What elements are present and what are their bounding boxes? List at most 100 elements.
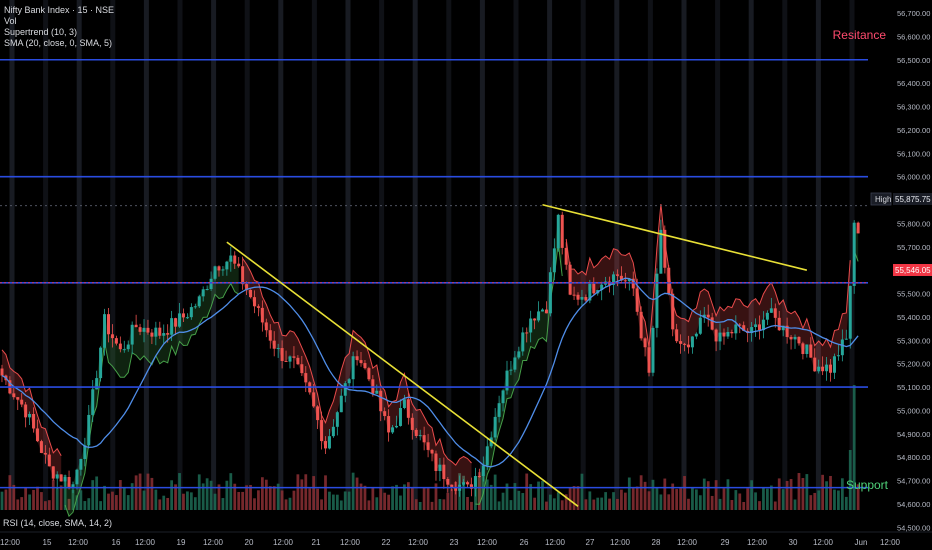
- candle-body: [710, 317, 714, 330]
- supertrend-indicator-label[interactable]: Supertrend (10, 3): [4, 27, 78, 37]
- candle-body: [813, 357, 817, 372]
- volume-bar: [316, 488, 319, 510]
- candle-body: [158, 327, 162, 336]
- candle-body: [714, 329, 718, 342]
- candle-body: [320, 420, 324, 442]
- candle-body: [769, 308, 773, 313]
- y-tick-label: 56,300.00: [897, 103, 930, 112]
- symbol-title[interactable]: Nifty Bank Index · 15 · NSE: [4, 5, 115, 15]
- candle-body: [844, 338, 848, 340]
- candle-body: [379, 390, 383, 412]
- candle-body: [580, 297, 584, 300]
- supertrend-bull-zone: [65, 255, 239, 517]
- candle-body: [805, 344, 809, 354]
- y-tick-label: 54,900.00: [897, 430, 930, 439]
- volume-bar: [620, 489, 623, 510]
- volume-bar: [197, 474, 201, 510]
- candle-body: [292, 356, 296, 358]
- trendline: [542, 203, 808, 271]
- volume-bar: [647, 491, 651, 510]
- x-tick-label: 12:00: [135, 538, 156, 547]
- volume-bar: [91, 480, 95, 510]
- volume-bar: [221, 498, 225, 510]
- candle-body: [438, 464, 442, 471]
- volume-bar: [726, 479, 730, 510]
- volume-bar: [387, 494, 391, 510]
- volume-bar: [253, 498, 256, 510]
- supertrend-line: [565, 204, 851, 349]
- sma-line: [1, 277, 859, 468]
- volume-bar: [675, 489, 679, 510]
- volume-bar: [769, 485, 773, 510]
- volume-bar: [679, 488, 682, 510]
- candle-body: [501, 390, 505, 404]
- candle-body: [856, 222, 860, 234]
- x-tick-label: 30: [789, 538, 798, 547]
- x-tick-label: 27: [586, 538, 595, 547]
- y-tick-label: 54,700.00: [897, 477, 930, 486]
- candle-body: [229, 255, 233, 262]
- volume-bar: [122, 487, 126, 510]
- candle-body: [434, 453, 438, 471]
- volume-bar: [245, 485, 248, 510]
- candle-body: [252, 297, 256, 307]
- sma-indicator-label[interactable]: SMA (20, close, 0, SMA, 5): [4, 38, 113, 48]
- volume-bar: [545, 501, 548, 510]
- last-price-box: [893, 264, 932, 276]
- volume-bar: [635, 486, 639, 510]
- candle-body: [264, 322, 268, 331]
- volume-bar: [683, 476, 686, 510]
- candle-body: [513, 357, 517, 370]
- candle-body: [63, 477, 67, 482]
- volume-indicator-label[interactable]: Vol: [4, 16, 17, 26]
- supertrend-line: [1, 349, 62, 456]
- x-tick-label: 12:00: [677, 538, 698, 547]
- candle-body: [832, 356, 836, 373]
- candle-body: [304, 373, 308, 383]
- candle-body: [166, 333, 170, 335]
- x-tick-label: Jun: [855, 538, 868, 547]
- volume-bar: [4, 489, 8, 510]
- volume-bar: [556, 492, 560, 510]
- candle-body: [639, 311, 643, 339]
- volume-bar: [36, 486, 39, 510]
- candle-body: [47, 454, 51, 467]
- rsi-indicator-label[interactable]: RSI (14, close, SMA, 14, 2): [3, 518, 113, 528]
- candle-body: [592, 283, 596, 294]
- candle-body: [785, 325, 789, 337]
- candle-body: [312, 392, 316, 407]
- y-tick-label: 56,700.00: [897, 9, 930, 18]
- volume-bar: [572, 486, 576, 510]
- volume-bar: [138, 473, 142, 510]
- candle-body: [249, 289, 253, 298]
- volume-bar: [233, 483, 237, 510]
- volume-bar: [616, 498, 619, 510]
- volume-bar: [170, 480, 174, 510]
- candle-body: [698, 317, 702, 334]
- candle-body: [95, 378, 99, 390]
- volume-bar: [406, 482, 410, 510]
- volume-bar: [422, 487, 426, 510]
- candle-body: [99, 347, 103, 379]
- volume-bar: [706, 481, 710, 510]
- candle-body: [280, 348, 284, 361]
- candle-body: [485, 446, 489, 466]
- volume-bar: [71, 489, 75, 510]
- volume-bar: [529, 484, 533, 510]
- volume-bar: [205, 478, 209, 510]
- y-tick-label: 56,600.00: [897, 32, 930, 41]
- volume-bar: [466, 496, 469, 510]
- candle-body: [367, 368, 371, 380]
- volume-bar: [552, 498, 556, 510]
- volume-bar: [332, 494, 335, 510]
- candle-body: [738, 324, 742, 326]
- y-tick-label: 55,700.00: [897, 243, 930, 252]
- volume-bar: [410, 487, 414, 510]
- candle-body: [635, 288, 639, 312]
- volume-bar: [268, 486, 272, 510]
- volume-bar: [840, 478, 844, 510]
- volume-bar: [146, 473, 150, 510]
- volume-bar: [130, 483, 134, 510]
- candle-body: [67, 477, 71, 489]
